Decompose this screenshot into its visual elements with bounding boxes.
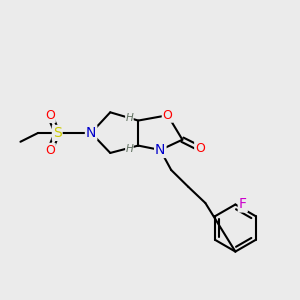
Text: O: O <box>45 144 55 157</box>
Text: O: O <box>45 109 55 122</box>
Text: O: O <box>163 109 172 122</box>
Text: H: H <box>125 143 133 154</box>
Text: O: O <box>195 142 205 155</box>
Text: N: N <box>86 126 96 140</box>
Text: N: N <box>155 143 166 157</box>
Text: S: S <box>53 126 62 140</box>
Text: F: F <box>239 197 247 212</box>
Text: H: H <box>125 112 133 123</box>
